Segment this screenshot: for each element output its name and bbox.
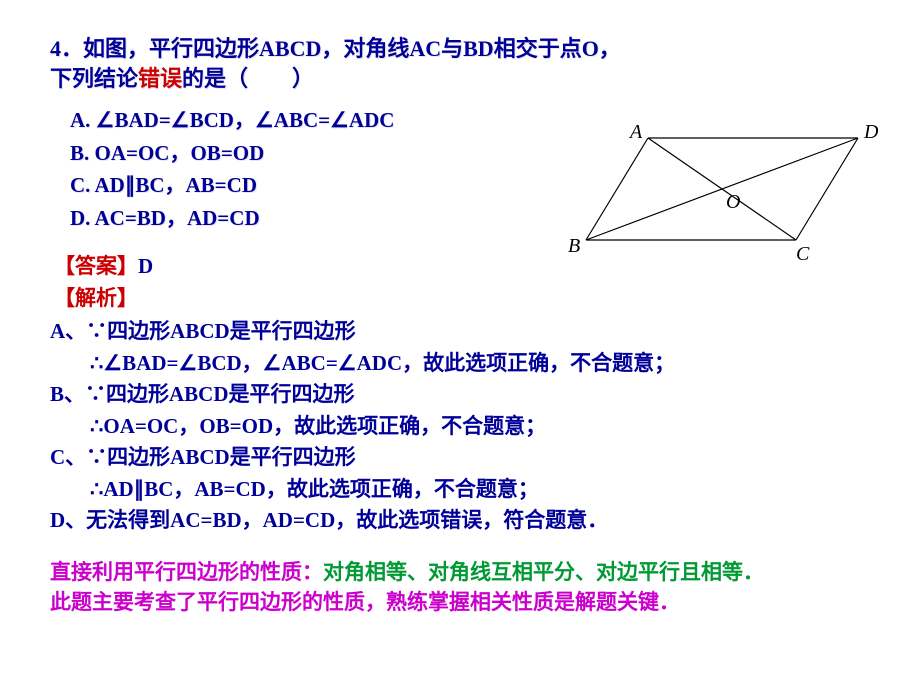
explain-c1: C、∵四边形ABCD是平行四边形 [50,442,882,474]
explain-a1: A、∵四边形ABCD是平行四边形 [50,316,882,348]
parallelogram-diagram: A D B C O [568,120,878,270]
explain-b2: ∴OA=OC，OB=OD，故此选项正确，不合题意； [90,411,882,443]
answer-label: 【答案】 [54,254,138,278]
conclusion-green: 对角相等、对角线互相平分、对边平行且相等． [323,560,764,584]
explain-a2: ∴∠BAD=∠BCD，∠ABC=∠ADC，故此选项正确，不合题意； [90,348,882,380]
question-stem: 4．如图，平行四边形ABCD，对角线AC与BD相交于点O， 下列结论错误的是（ … [50,34,882,93]
stem-error-word: 错误 [138,66,182,91]
explain-c2: ∴AD∥BC，AB=CD，故此选项正确，不合题意； [90,474,882,506]
diagram-svg: A D B C O [568,120,878,270]
svg-text:O: O [726,191,740,213]
svg-text:A: A [628,121,643,143]
explain-d1: D、无法得到AC=BD，AD=CD，故此选项错误，符合题意． [50,505,882,537]
svg-text:C: C [796,243,810,265]
explanation: A、∵四边形ABCD是平行四边形 ∴∠BAD=∠BCD，∠ABC=∠ADC，故此… [50,316,882,537]
stem-line1: 如图，平行四边形ABCD，对角线AC与BD相交于点O， [83,36,621,61]
stem-prefix: 下列结论 [50,66,138,91]
answer-value: D [138,254,153,278]
question-number: 4． [50,36,83,61]
explain-b1: B、∵四边形ABCD是平行四边形 [50,379,882,411]
explain-label: 【解析】 [54,283,882,315]
stem-suffix: 的是（ ） [182,66,314,91]
svg-text:B: B [568,235,580,257]
conclusion-prefix: 直接利用平行四边形的性质： [50,560,323,584]
conclusion: 直接利用平行四边形的性质：对角相等、对角线互相平分、对边平行且相等． 此题主要考… [50,557,882,618]
svg-text:D: D [863,121,878,143]
conclusion-line2: 此题主要考查了平行四边形的性质，熟练掌握相关性质是解题关键． [50,587,882,617]
